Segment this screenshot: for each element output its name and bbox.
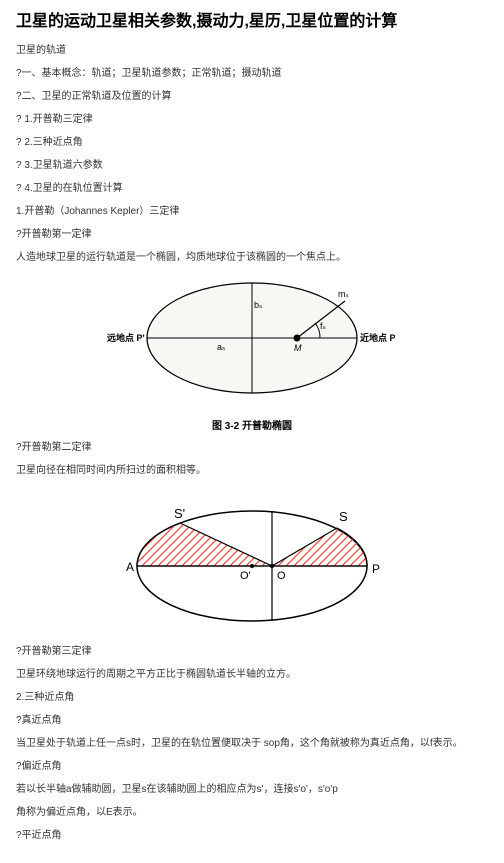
text-line: 当卫星处于轨道上任一点s时，卫星的在轨位置便取决于 sop角，这个角就被称为真近… (16, 736, 488, 751)
text-line: ?二、卫星的正常轨道及位置的计算 (16, 89, 488, 104)
page-title: 卫星的运动卫星相关参数,摄动力,星历,卫星位置的计算 (16, 12, 488, 33)
text-line: 人造地球卫星的运行轨道是一个椭圆，均质地球位于该椭圆的一个焦点上。 (16, 250, 488, 265)
text-line: ?偏近点角 (16, 759, 488, 774)
b-label: bₛ (254, 300, 262, 310)
text-line: ?平近点角 (16, 828, 488, 843)
a-label: aₛ (217, 342, 225, 352)
a-label-2: A (126, 560, 134, 574)
text-line: ?一、基本概念：轨道；卫星轨道参数；正常轨道；摄动轨道 (16, 66, 488, 81)
text-line: 1.开普勒（Johannes Kepler）三定律 (16, 204, 488, 219)
figure-caption: 图 3-2 开普勒椭圆 (16, 417, 488, 432)
text-line: 卫星的轨道 (16, 43, 488, 58)
near-point-label: 近地点 P (360, 332, 396, 343)
text-line: ? 3.卫星轨道六参数 (16, 158, 488, 173)
ms-label: mₛ (338, 289, 349, 299)
text-line: ?开普勒第一定律 (16, 227, 488, 242)
text-line: ? 4.卫星的在轨位置计算 (16, 181, 488, 196)
o-label: O (277, 570, 286, 582)
far-point-label: 远地点 P' (107, 332, 145, 343)
sp-label: S' (174, 506, 185, 521)
f-label: fₛ (320, 321, 326, 331)
text-line: ?开普勒第三定律 (16, 644, 488, 659)
text-line: 若以长半轴a做辅助圆，卫星s在该辅助圆上的相应点为s'，连接s'o'，s'o'p (16, 782, 488, 797)
text-line: ?真近点角 (16, 713, 488, 728)
s-label: S (339, 509, 348, 524)
text-line: 卫星环绕地球运行的周期之平方正比于椭圆轨道长半轴的立方。 (16, 667, 488, 682)
text-line: 角称为偏近点角，以E表示。 (16, 805, 488, 820)
p-label: P (372, 562, 380, 576)
op-label: O' (240, 570, 251, 582)
figure-equal-area: S' S A P O O' (16, 486, 488, 636)
text-line: ? 2.三种近点角 (16, 135, 488, 150)
m-label: M (294, 343, 302, 353)
text-line: 2.三种近点角 (16, 690, 488, 705)
text-line: ? 1.开普勒三定律 (16, 112, 488, 127)
figure-kepler-ellipse: bₛ aₛ fₛ M mₛ 远地点 P' 近地点 P 图 3-2 开普勒椭圆 (16, 273, 488, 432)
text-line: ?开普勒第二定律 (16, 440, 488, 455)
text-line: 卫星向径在相同时间内所扫过的面积相等。 (16, 463, 488, 478)
